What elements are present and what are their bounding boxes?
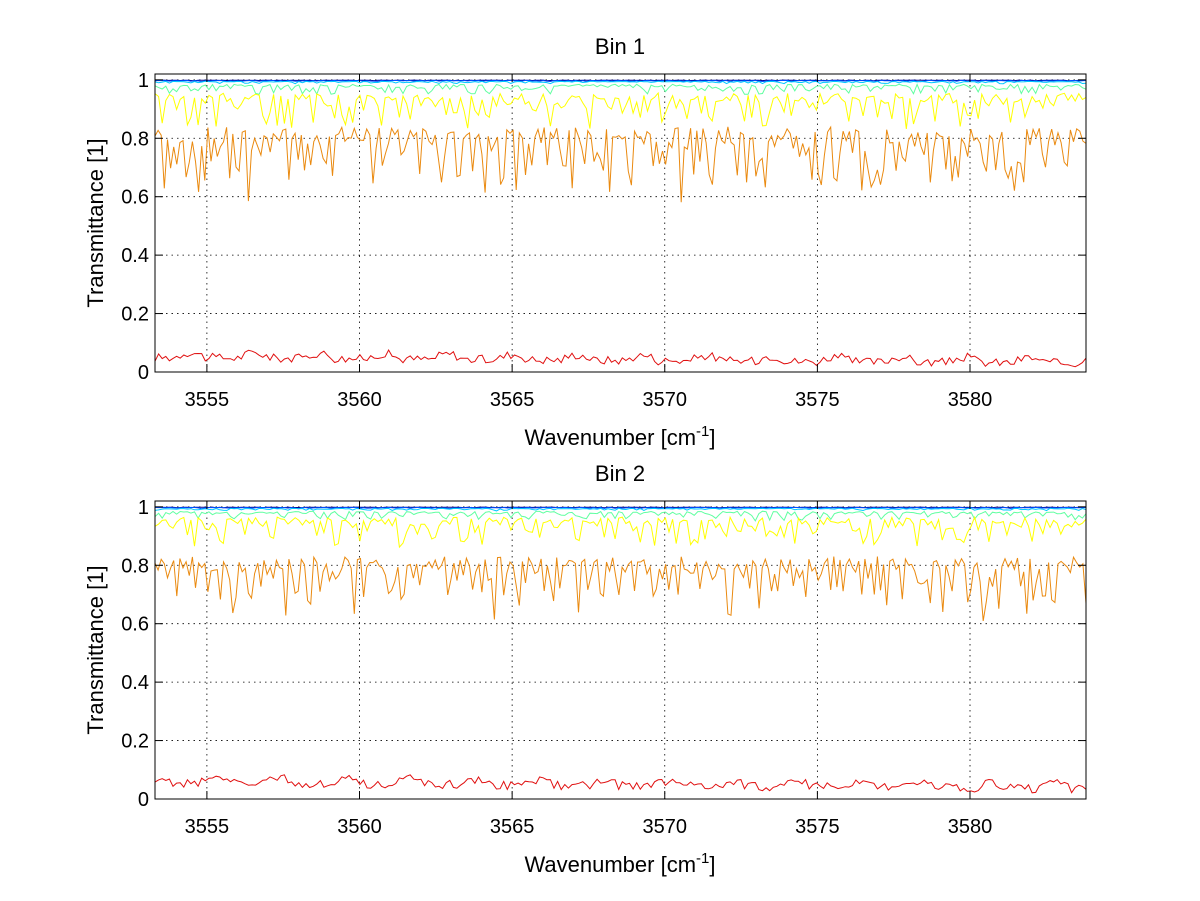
y-axis-label: Transmittance [1] bbox=[83, 565, 108, 734]
y-tick-label: 0.4 bbox=[121, 672, 149, 694]
y-tick-label: 0.8 bbox=[121, 128, 149, 150]
x-tick-label: 3570 bbox=[643, 389, 688, 411]
y-tick-label: 0 bbox=[138, 789, 149, 811]
subplot-bin-1: Bin 1 3555 3560 3565 3570 3575 3580 0 0.2 0.4 0.6… bbox=[83, 34, 1087, 450]
x-tick-label: 3580 bbox=[948, 389, 993, 411]
line-series-4 bbox=[154, 83, 1087, 96]
line-series-6 bbox=[154, 125, 1087, 203]
x-tick-label: 3575 bbox=[795, 816, 840, 838]
line-series-5 bbox=[154, 515, 1087, 549]
chart-title: Bin 2 bbox=[595, 461, 645, 486]
y-axis-label: Transmittance [1] bbox=[83, 138, 108, 307]
x-tick-label: 3575 bbox=[795, 389, 840, 411]
y-tick-label: 1 bbox=[138, 497, 149, 519]
y-tick-label: 0 bbox=[138, 362, 149, 384]
plot-frame bbox=[154, 500, 1087, 800]
line-series-1 bbox=[154, 506, 1087, 509]
y-tick-label: 0.2 bbox=[121, 731, 149, 753]
x-tick-label: 3580 bbox=[948, 816, 993, 838]
x-axis-label: Wavenumber [cm-1] bbox=[524, 850, 715, 877]
x-tick-label: 3555 bbox=[185, 816, 230, 838]
line-series-5 bbox=[154, 91, 1087, 130]
plot-frame bbox=[154, 73, 1087, 373]
x-tick-label: 3555 bbox=[185, 389, 230, 411]
y-tick-label: 0.4 bbox=[121, 245, 149, 267]
line-series-3 bbox=[154, 507, 1087, 512]
line-series-4 bbox=[154, 510, 1087, 522]
y-tick-label: 0.6 bbox=[121, 614, 149, 636]
chart-title: Bin 1 bbox=[595, 34, 645, 59]
y-tick-label: 1 bbox=[138, 70, 149, 92]
line-series-2 bbox=[154, 79, 1087, 83]
x-tick-label: 3565 bbox=[490, 816, 535, 838]
y-tick-label: 0.8 bbox=[121, 555, 149, 577]
line-series-7 bbox=[154, 774, 1087, 794]
x-tick-label: 3560 bbox=[337, 816, 382, 838]
y-tick-label: 0.2 bbox=[121, 304, 149, 326]
y-tick-label: 0.6 bbox=[121, 187, 149, 209]
line-series-3 bbox=[154, 80, 1087, 85]
x-tick-label: 3570 bbox=[643, 816, 688, 838]
subplot-bin-2: Bin 2 3555 3560 3565 3570 3575 3580 0 0.2 0.4 0.6… bbox=[83, 461, 1087, 877]
x-axis-label: Wavenumber [cm-1] bbox=[524, 423, 715, 450]
line-series-6 bbox=[154, 555, 1087, 621]
x-tick-label: 3565 bbox=[490, 389, 535, 411]
line-series-7 bbox=[154, 348, 1087, 368]
x-tick-label: 3560 bbox=[337, 389, 382, 411]
